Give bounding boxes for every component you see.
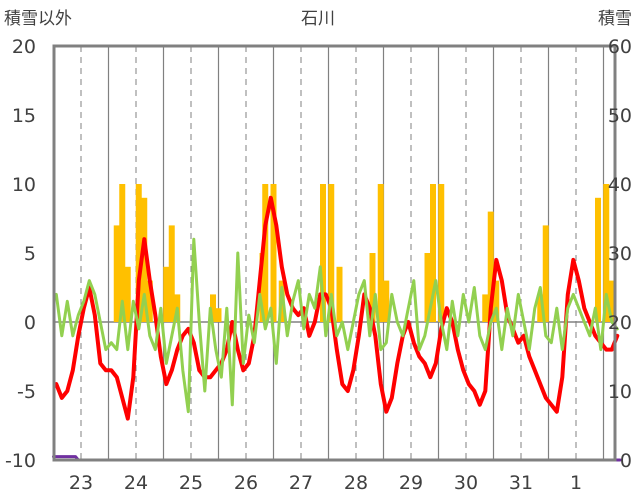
- snow-bar: [377, 184, 384, 322]
- snow-bar: [493, 280, 500, 322]
- snow-bar: [328, 184, 335, 322]
- left-tick-label: 20: [12, 36, 36, 58]
- left-tick-label: 5: [24, 243, 36, 265]
- left-tick-label: 15: [12, 105, 36, 127]
- chart-title: 石川: [301, 9, 335, 29]
- series-line-2: [54, 237, 619, 414]
- right-axis-label: 積雪: [598, 9, 632, 29]
- snow-bar: [262, 184, 269, 322]
- x-tick-label: 26: [234, 472, 258, 494]
- left-tick-label: -5: [17, 381, 36, 403]
- snow-bar: [383, 280, 390, 322]
- plot-border: [52, 44, 617, 462]
- x-tick-label: 28: [344, 472, 368, 494]
- right-tick-label: 10: [608, 381, 632, 403]
- snow-bar: [141, 197, 148, 322]
- snow-bar: [482, 294, 489, 322]
- snow-bar: [487, 211, 494, 322]
- snow-bar: [595, 197, 601, 322]
- snow-bar: [270, 184, 277, 322]
- x-tick-label: 31: [509, 472, 533, 494]
- snow-bar: [163, 266, 170, 322]
- snow-bar: [135, 184, 142, 322]
- left-tick-labels: 20 15 10 5 0 -5 -10: [5, 36, 36, 472]
- right-tick-label: 60: [608, 36, 632, 58]
- x-tick-label: 30: [454, 472, 478, 494]
- x-tick-label: 25: [179, 472, 203, 494]
- snow-bar: [424, 253, 431, 322]
- right-tick-label: 50: [608, 105, 632, 127]
- x-tick-label: 23: [69, 472, 93, 494]
- x-tick-label: 24: [124, 472, 148, 494]
- snow-bar: [168, 225, 175, 322]
- snow-bar: [124, 266, 131, 322]
- snow-bar: [537, 294, 544, 322]
- right-tick-label: 0: [620, 450, 632, 472]
- snow-bar: [215, 308, 222, 322]
- right-tick-label: 40: [608, 174, 632, 196]
- snow-bar: [146, 280, 153, 322]
- x-tick-label: 29: [399, 472, 423, 494]
- snow-bar: [430, 184, 436, 322]
- left-tick-label: -10: [5, 450, 36, 472]
- snow-bar: [603, 184, 610, 322]
- left-axis-label: 積雪以外: [4, 9, 72, 29]
- x-tick-label: 27: [289, 472, 313, 494]
- left-tick-label: 0: [24, 312, 36, 334]
- right-tick-labels: 60 50 40 30 20 10 0: [608, 36, 632, 472]
- snow-bar: [320, 184, 326, 322]
- snow-bar: [336, 266, 343, 322]
- right-tick-label: 30: [608, 243, 632, 265]
- x-tick-label: 1: [570, 472, 582, 494]
- x-tick-labels: 23 24 25 26 27 28 29 30 31 1: [69, 472, 582, 494]
- snow-bar: [119, 184, 126, 322]
- snow-bar: [542, 225, 549, 322]
- left-tick-label: 10: [12, 174, 36, 196]
- snow-depth-bars: [113, 184, 615, 322]
- snow-bar: [438, 184, 445, 322]
- series-line-1: [54, 195, 620, 421]
- snow-bar: [608, 280, 615, 322]
- snow-bar: [210, 294, 216, 322]
- right-tick-label: 20: [608, 312, 632, 334]
- snow-bar: [369, 253, 376, 322]
- snow-bar: [113, 225, 120, 322]
